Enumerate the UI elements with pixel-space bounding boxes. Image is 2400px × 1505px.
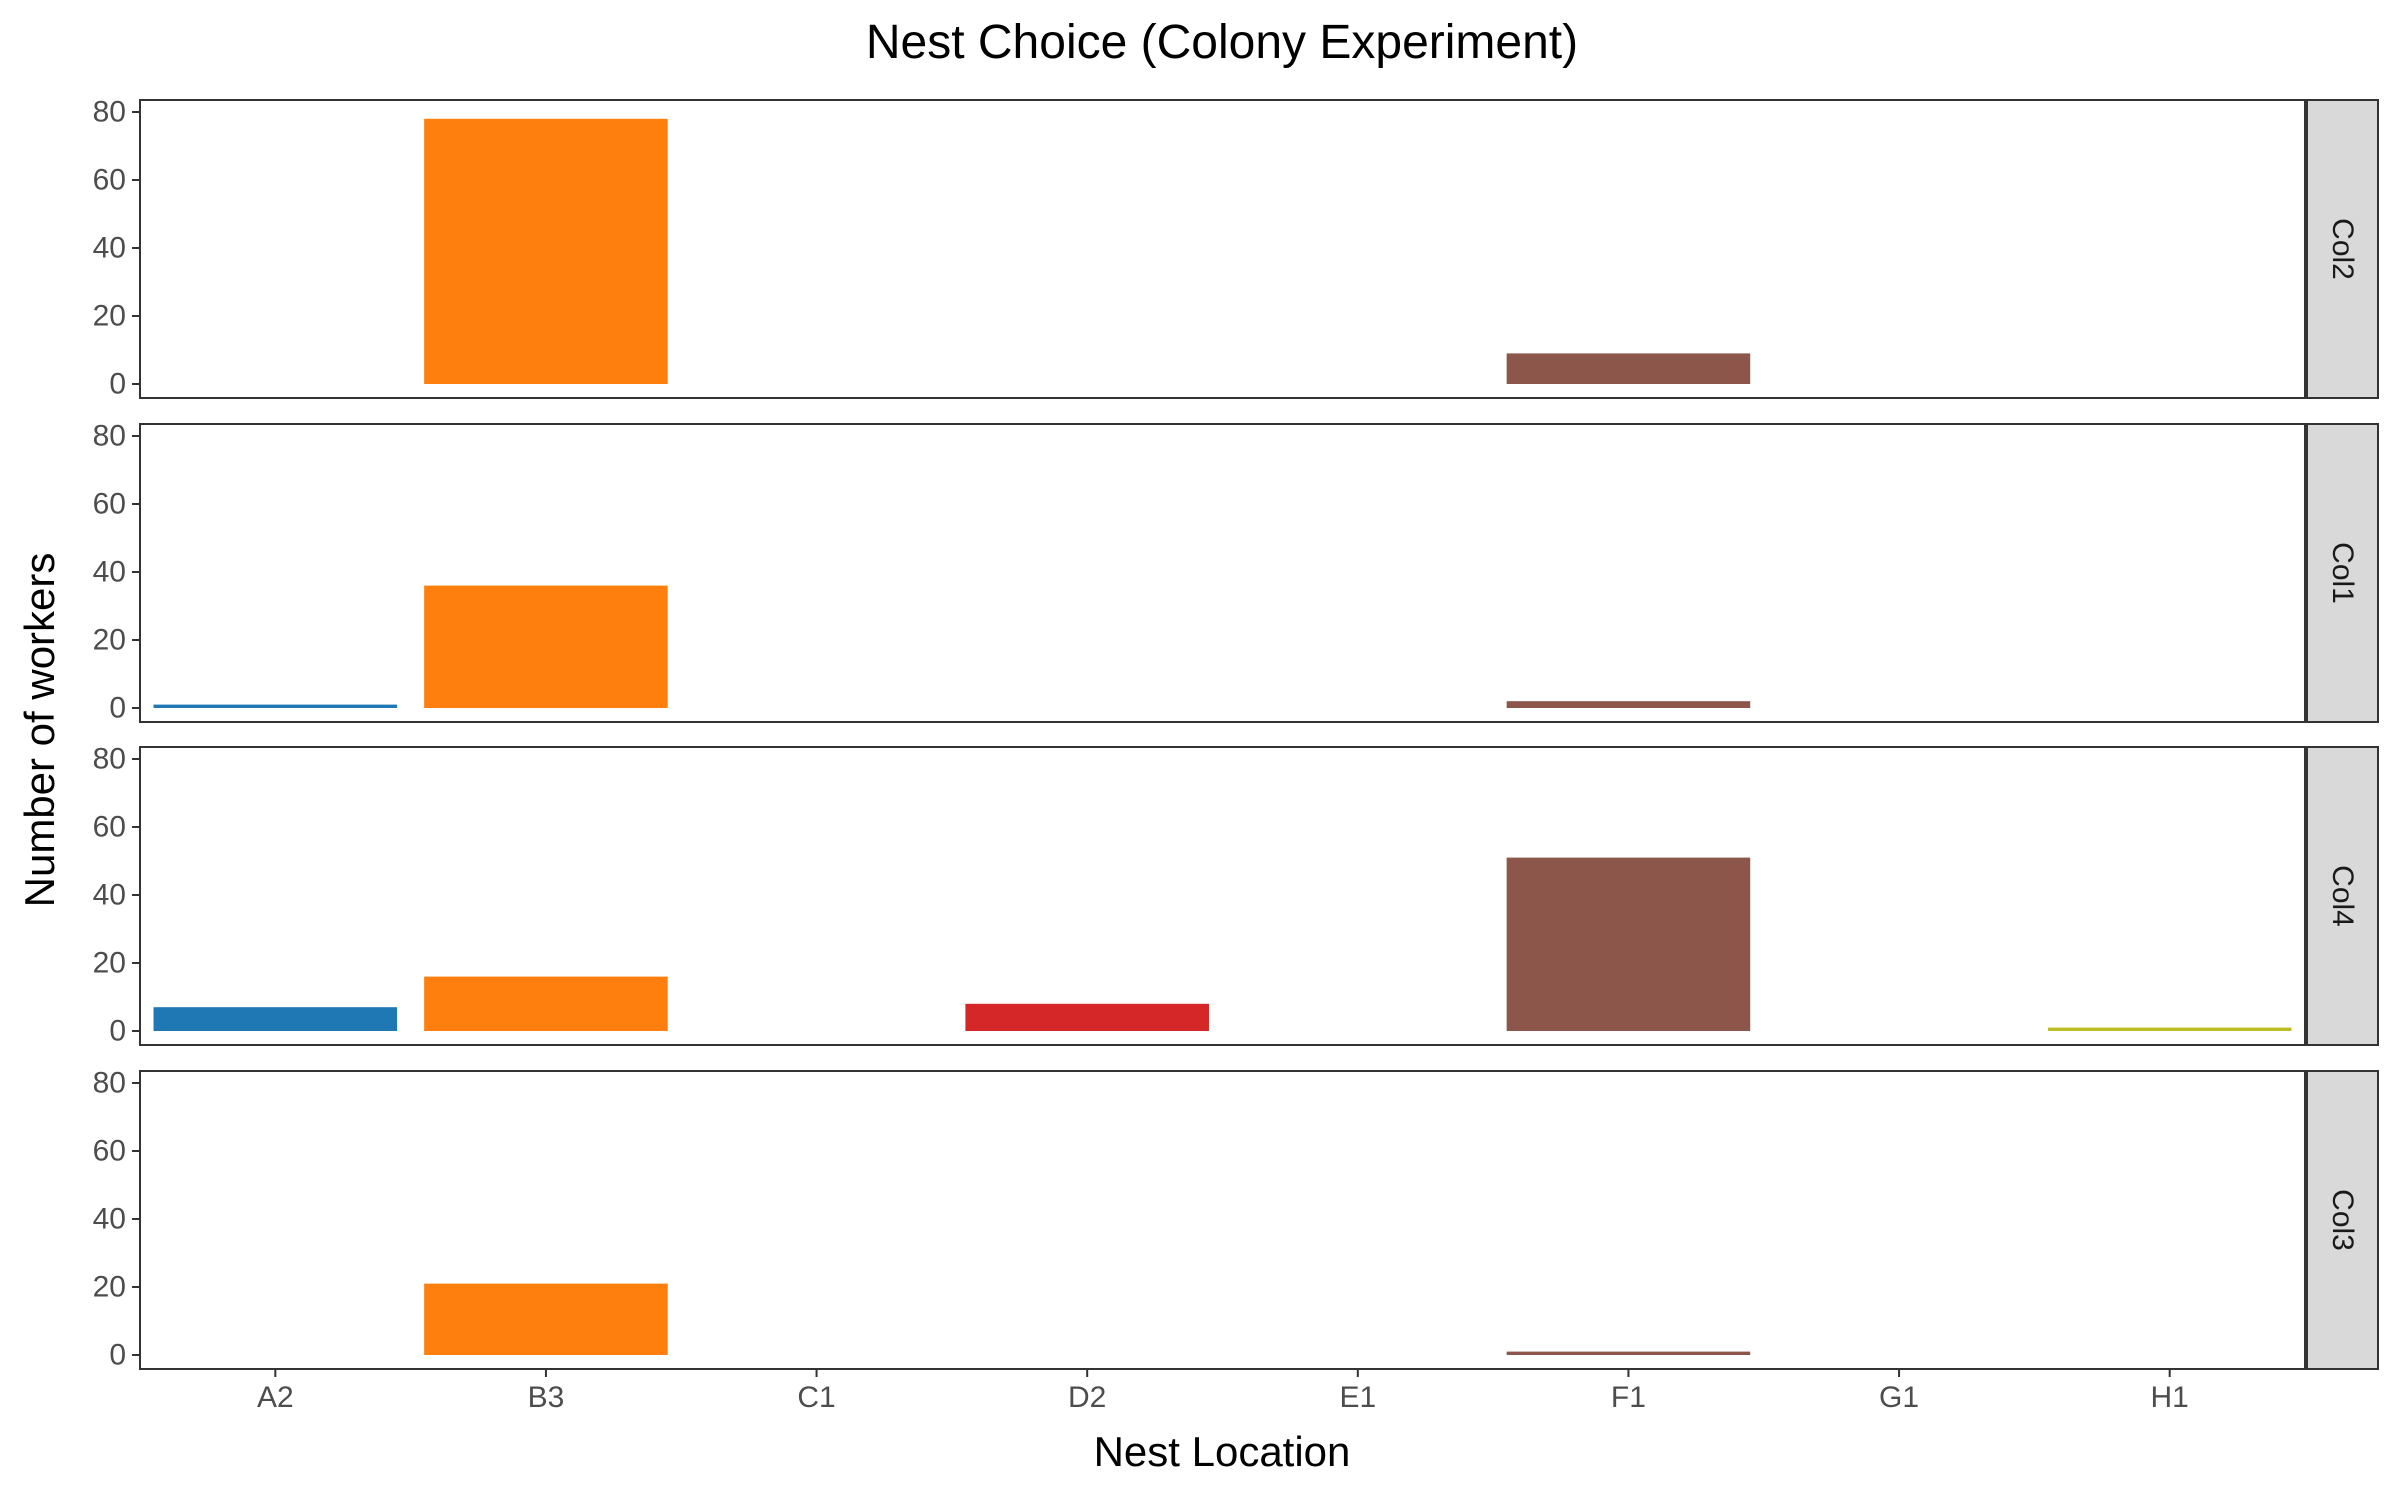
y-tick-label: 20 xyxy=(93,624,126,657)
bar-col4-d2 xyxy=(965,1003,1209,1031)
facet-strip xyxy=(2306,423,2379,723)
y-tick-label: 60 xyxy=(93,164,126,197)
bar-col1-b3 xyxy=(424,585,668,708)
x-tick-label: F1 xyxy=(1611,1381,1646,1414)
y-tick-label: 40 xyxy=(93,1203,126,1236)
facet-panel-col2: Col2 0 20 40 60 80 xyxy=(93,96,2379,401)
facet-strip-label: Col4 xyxy=(2326,865,2359,927)
y-tick-label: 60 xyxy=(93,811,126,844)
y-tick-label: 20 xyxy=(93,1271,126,1304)
x-axis-title: Nest Location xyxy=(1094,1428,1351,1475)
bar-col4-h1 xyxy=(2047,1027,2292,1031)
y-tick-label: 80 xyxy=(93,96,126,129)
bar-col3-b3 xyxy=(424,1283,668,1355)
bar-col3-f1 xyxy=(1506,1351,1751,1355)
bar-col4-a2 xyxy=(153,1007,398,1031)
bar-col1-a2 xyxy=(153,704,398,708)
y-tick-label: 20 xyxy=(93,947,126,980)
y-tick-label: 0 xyxy=(109,692,126,725)
bar-col4-b3 xyxy=(424,976,668,1031)
y-tick-label: 40 xyxy=(93,556,126,589)
y-tick-label: 60 xyxy=(93,1135,126,1168)
x-tick-label: D2 xyxy=(1068,1381,1106,1414)
facet-strip xyxy=(2306,99,2379,399)
y-tick-label: 60 xyxy=(93,488,126,521)
x-tick-label: H1 xyxy=(2151,1381,2189,1414)
facet-strip-label: Col3 xyxy=(2326,1189,2359,1251)
bar-col2-b3 xyxy=(424,118,668,385)
x-tick-label: A2 xyxy=(257,1381,294,1414)
bar-col1-f1 xyxy=(1506,701,1751,708)
x-tick-label: G1 xyxy=(1879,1381,1919,1414)
y-tick-label: 20 xyxy=(93,300,126,333)
y-tick-label: 0 xyxy=(109,1015,126,1048)
facet-strip xyxy=(2306,746,2379,1046)
bar-col4-f1 xyxy=(1506,857,1751,1031)
y-tick-label: 40 xyxy=(93,232,126,265)
x-tick-label: B3 xyxy=(528,1381,565,1414)
y-tick-label: 80 xyxy=(93,743,126,776)
y-tick-label: 0 xyxy=(109,368,126,401)
facet-strip-label: Col1 xyxy=(2326,542,2359,604)
chart-title: Nest Choice (Colony Experiment) xyxy=(866,16,1578,69)
bar-col2-f1 xyxy=(1506,353,1751,384)
facet-strip xyxy=(2306,1070,2379,1370)
y-tick-label: 40 xyxy=(93,879,126,912)
y-tick-label: 80 xyxy=(93,1067,126,1100)
x-tick-label: E1 xyxy=(1339,1381,1376,1414)
panels: Col2020406080Col1020406080Col4020406080C… xyxy=(93,96,2379,1414)
y-axis-title: Number of workers xyxy=(16,553,63,908)
facet-panel-col4: Col4 0 20 40 60 80 xyxy=(93,743,2379,1048)
y-tick-label: 0 xyxy=(109,1339,126,1372)
x-axis: A2 B3 C1 D2 E1 F1 G1 H1 xyxy=(257,1369,2189,1414)
y-tick-label: 80 xyxy=(93,420,126,453)
facet-panel-col3: Col3 0 20 40 60 80 xyxy=(93,1067,2379,1372)
facet-strip-label: Col2 xyxy=(2326,218,2359,280)
facet-panel-col1: Col1 0 20 40 60 80 xyxy=(93,420,2379,725)
x-tick-label: C1 xyxy=(797,1381,835,1414)
